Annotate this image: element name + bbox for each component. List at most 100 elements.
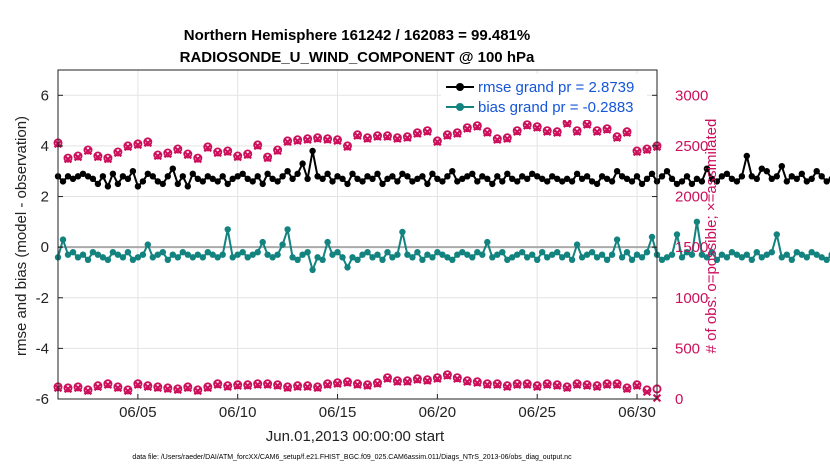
y-tick-label-right: 2000: [675, 189, 708, 206]
obs-upper-assimilated-point: [343, 142, 352, 152]
rmse-point: [244, 175, 251, 182]
obs-lower-assimilated-point: [553, 381, 562, 390]
bias-point: [713, 256, 721, 263]
bias-point: [469, 254, 476, 261]
obs-lower-assimilated-point: [353, 380, 362, 389]
bias-point: [169, 251, 176, 258]
obs-lower-assimilated-point: [303, 382, 312, 392]
obs-lower-possible-point: [163, 383, 173, 393]
bias-point: [778, 254, 785, 261]
bias-point: [563, 251, 571, 258]
obs-upper-possible-point: [602, 124, 612, 134]
bias-point: [194, 251, 201, 258]
obs-upper-assimilated-point: [383, 132, 392, 141]
rmse-point: [319, 175, 326, 182]
obs-upper-possible-point: [372, 131, 382, 141]
bias-point: [698, 251, 706, 258]
legend: rmse grand pr = 2.8739 bias grand pr = -…: [441, 74, 647, 120]
obs-lower-possible-point: [632, 380, 642, 390]
rmse-point: [449, 168, 456, 175]
obs-upper-assimilated-point: [493, 135, 502, 144]
obs-upper-assimilated-point: [602, 125, 612, 134]
obs-upper-possible-point: [253, 140, 263, 150]
y-tick-label: -6: [36, 391, 49, 408]
rmse-point: [79, 170, 87, 177]
y-axis-label-left: rmse and bias (model - observation): [13, 116, 30, 356]
obs-upper-possible-point: [303, 134, 313, 144]
bias-point: [728, 249, 736, 256]
bias-point: [324, 238, 331, 246]
rmse-point: [813, 168, 820, 175]
obs-upper-assimilated-point: [243, 150, 252, 160]
bias-point: [329, 251, 336, 258]
obs-lower-possible-point: [203, 382, 213, 392]
rmse-point: [673, 180, 681, 188]
rmse-point: [324, 170, 331, 177]
rmse-point: [678, 178, 686, 185]
rmse-point: [728, 175, 736, 182]
bias-point: [229, 254, 236, 261]
obs-upper-possible-point: [73, 151, 83, 161]
x-axis-label: Jun.01,2013 00:00:00 start: [266, 428, 445, 445]
obs-lower-assimilated-point: [563, 383, 572, 393]
obs-lower-possible-point: [622, 383, 632, 393]
bias-point: [623, 249, 631, 256]
obs-upper-assimilated-point: [642, 145, 652, 155]
bias-point: [224, 226, 231, 233]
bias-point: [638, 254, 646, 261]
obs-lower-assimilated-point: [363, 381, 372, 390]
obs-upper-possible-point: [382, 131, 392, 141]
rmse-point: [419, 173, 426, 180]
obs-lower-assimilated-point: [213, 380, 222, 389]
obs-lower-assimilated-point: [523, 380, 532, 389]
rmse-point: [494, 173, 501, 180]
obs-lower-assimilated-point: [632, 381, 642, 390]
bias-point: [763, 251, 770, 258]
rmse-point: [329, 178, 336, 185]
y-axis-left: -6 -4 -2 0 2 4 6: [36, 87, 63, 408]
obs-upper-assimilated-point: [463, 124, 472, 133]
rmse-point: [134, 183, 142, 190]
rmse-point: [718, 173, 726, 180]
obs-lower-assimilated-point: [393, 377, 402, 386]
obs-upper-assimilated-point: [83, 146, 93, 156]
bias-point: [509, 254, 516, 261]
rmse-point: [808, 175, 815, 182]
obs-lower-possible-point: [352, 379, 362, 389]
bias-point: [534, 256, 541, 263]
rmse-point: [154, 178, 161, 185]
obs-lower-assimilated-point: [203, 383, 212, 393]
bias-point: [234, 251, 241, 258]
obs-lower-assimilated-point: [313, 383, 322, 393]
obs-upper-possible-point: [412, 128, 422, 138]
rmse-point: [209, 175, 216, 182]
legend-bias-marker: [456, 103, 464, 111]
obs-lower-possible-point: [562, 382, 572, 392]
bias-point: [264, 251, 271, 258]
bias-point: [549, 251, 556, 258]
bias-point: [209, 251, 216, 258]
obs-upper-possible-point: [432, 136, 442, 146]
obs-upper-possible-point: [392, 133, 402, 143]
rmse-point: [174, 180, 181, 188]
bias-point: [99, 254, 107, 261]
obs-lower-possible-point: [103, 379, 113, 389]
y-axis-label-right: # of obs: o=possible; ×=assimilated: [703, 119, 720, 354]
obs-lower-assimilated-point: [93, 382, 103, 392]
obs-lower-possible-point: [382, 373, 392, 383]
bias-point: [733, 251, 741, 258]
bias-point: [668, 251, 676, 258]
obs-lower-assimilated-point: [622, 384, 632, 394]
bias-point: [474, 249, 481, 256]
bias-point: [593, 254, 601, 261]
legend-bias-label: bias grand pr = -0.2883: [478, 99, 634, 116]
rmse-point: [534, 173, 541, 180]
obs-upper-possible-point: [293, 135, 303, 145]
obs-upper-possible-point: [482, 127, 492, 137]
bias-point: [379, 256, 386, 263]
rmse-point: [294, 170, 301, 177]
rmse-point: [743, 152, 750, 160]
obs-upper-assimilated-point: [413, 129, 422, 138]
bias-point: [144, 241, 151, 248]
bias-point: [484, 238, 491, 246]
